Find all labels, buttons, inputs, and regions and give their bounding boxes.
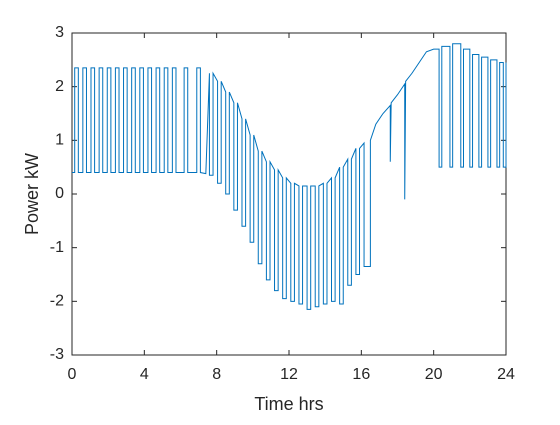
y-tick-label: 3: [55, 24, 64, 41]
plot-area: [71, 32, 507, 356]
x-axis-label: Time hrs: [254, 394, 323, 414]
y-axis-label: Power kW: [22, 153, 42, 235]
x-tick-label: 16: [352, 366, 370, 383]
x-tick-label: 24: [497, 366, 515, 383]
x-tick-label: 8: [212, 366, 221, 383]
y-tick-label: 1: [55, 132, 64, 149]
y-tick-label: -3: [50, 346, 64, 363]
x-tick-label: 4: [140, 366, 149, 383]
x-tick-label: 12: [280, 366, 298, 383]
y-tick-label: 0: [55, 185, 64, 202]
y-tick-label: -1: [50, 239, 64, 256]
data-line: [72, 43, 507, 310]
y-tick-label: 2: [55, 78, 64, 95]
x-tick-label: 20: [425, 366, 443, 383]
x-tick-label: 0: [68, 366, 77, 383]
y-tick-label: -2: [50, 293, 64, 310]
